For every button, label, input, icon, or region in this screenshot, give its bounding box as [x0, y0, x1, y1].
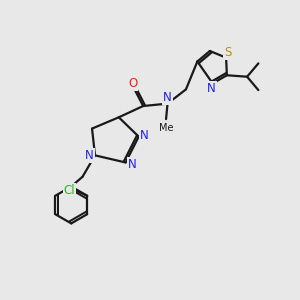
- Text: N: N: [163, 91, 172, 103]
- Text: N: N: [140, 129, 148, 142]
- Text: S: S: [224, 46, 231, 59]
- Text: Cl: Cl: [64, 184, 75, 197]
- Text: N: N: [207, 82, 216, 95]
- Text: O: O: [128, 77, 137, 90]
- Text: Me: Me: [159, 123, 174, 133]
- Text: N: N: [128, 158, 136, 171]
- Text: N: N: [85, 149, 94, 162]
